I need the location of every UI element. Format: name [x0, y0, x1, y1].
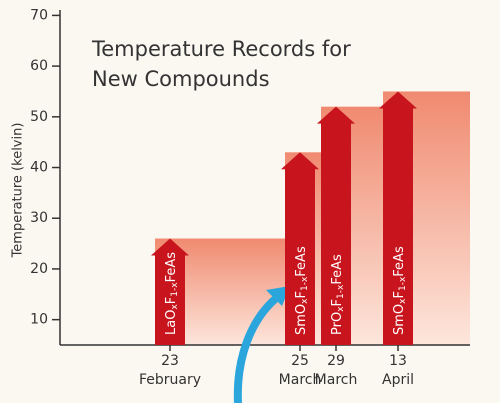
bar-label-part: F — [330, 299, 345, 306]
bar-label: SmOxF1-xFeAs — [294, 246, 310, 335]
y-tick-label: 60 — [30, 58, 48, 74]
bar — [285, 168, 315, 345]
x-tick-label: March — [315, 372, 358, 388]
bar-arrowhead — [317, 106, 355, 124]
bar-label-part: 1-x — [398, 276, 408, 291]
bar-label-part: 1-x — [336, 284, 346, 299]
chart-title: New Compounds — [92, 67, 270, 91]
bar-label-part: FeAs — [164, 252, 179, 283]
x-tick-label: 23 — [161, 353, 179, 369]
bar-label-part: 1-x — [170, 282, 180, 297]
bar-label: LaOxF1-xFeAs — [164, 252, 180, 335]
bar-label-part: x — [398, 298, 408, 304]
bar-label-part: SmO — [392, 304, 407, 335]
x-tick-label: 29 — [327, 353, 345, 369]
y-tick-label: 40 — [30, 160, 48, 176]
bar-arrowhead — [379, 91, 417, 109]
bar-label: PrOxF1-xFeAs — [330, 254, 346, 335]
y-tick-label: 20 — [30, 261, 48, 277]
bar-label-part: FeAs — [330, 254, 345, 285]
chart-title: Temperature Records for — [91, 37, 351, 61]
x-tick-label: April — [382, 372, 414, 388]
bar — [321, 122, 351, 345]
bar-label-part: F — [294, 291, 309, 298]
pointer-arrow — [233, 291, 283, 403]
bar-label-part: 1-x — [300, 276, 310, 291]
bar-label-part: F — [392, 291, 407, 298]
bar-label: SmOxF1-xFeAs — [392, 246, 408, 335]
bar-label-part: PrO — [330, 312, 345, 335]
pointer-arrow-head — [266, 286, 290, 306]
bar-label-part: LaO — [164, 310, 179, 335]
x-tick-label: February — [139, 372, 201, 388]
bar-label-part: x — [300, 298, 310, 304]
bar-label-part: FeAs — [294, 246, 309, 277]
y-tick-label: 10 — [30, 312, 48, 328]
x-tick-label: 13 — [389, 353, 407, 369]
bar-label-part: F — [164, 297, 179, 304]
x-tick-label: March — [279, 372, 322, 388]
y-tick-label: 70 — [30, 7, 48, 23]
bar-label-part: x — [170, 304, 180, 310]
bar-arrowhead — [151, 238, 189, 256]
y-tick-label: 50 — [30, 109, 48, 125]
bar-arrowhead — [281, 152, 319, 170]
y-tick-label: 30 — [30, 210, 48, 226]
y-axis-label: Temperature (kelvin) — [11, 123, 26, 259]
bar — [155, 254, 185, 345]
x-tick-label: 25 — [291, 353, 309, 369]
bar-label-part: x — [336, 306, 346, 312]
bar-label-part: SmO — [294, 304, 309, 335]
bar — [383, 107, 413, 345]
bar-label-part: FeAs — [392, 246, 407, 277]
